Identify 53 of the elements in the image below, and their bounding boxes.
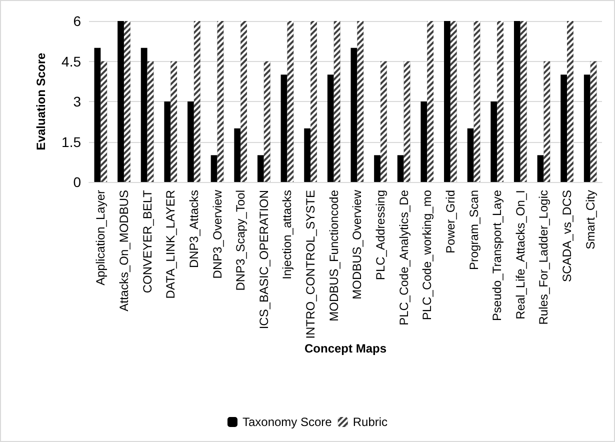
bar xyxy=(210,155,218,182)
bar xyxy=(584,74,590,182)
x-axis-title: Concept Maps xyxy=(304,342,387,356)
x-tick-label: DNP3_Overview xyxy=(210,190,224,279)
legend-label: Rubric xyxy=(352,415,388,429)
x-tick-label: CONVEYER_BELT xyxy=(140,189,154,294)
x-tick-label: MODBUS_Functioncode xyxy=(326,190,341,322)
x-tick-label: Pseudo_Transport_Laye xyxy=(490,190,504,321)
x-tick-label: ICS_BASIC_OPERATION xyxy=(256,190,271,330)
x-tick-label: DNP3_Attacks xyxy=(186,190,201,268)
bar xyxy=(420,102,428,182)
y-tick-label: 4.5 xyxy=(62,53,82,70)
y-axis-title: Evaluation Score xyxy=(34,52,48,150)
bar xyxy=(467,128,474,182)
bar xyxy=(514,21,520,182)
bar xyxy=(560,74,568,182)
x-tick-label: Injection_attacks xyxy=(280,190,294,280)
bar xyxy=(444,21,450,182)
x-tick-label: PLC_Addressing xyxy=(373,190,388,280)
bar xyxy=(140,48,148,182)
bar xyxy=(234,128,241,182)
y-tick-label: 0 xyxy=(73,174,82,190)
bar xyxy=(94,48,101,182)
y-tick-label: 6 xyxy=(73,13,82,29)
legend-label: Taxonomy Score xyxy=(242,415,332,429)
bar xyxy=(350,48,358,182)
y-tick-label: 3 xyxy=(73,94,82,110)
bar xyxy=(118,21,124,182)
bar xyxy=(490,102,498,182)
bar xyxy=(304,128,311,182)
bar xyxy=(327,74,334,182)
x-tick-label: Attacks_On_MODBUS xyxy=(116,190,131,312)
x-tick-label: Real_Life_Attacks_On_I xyxy=(513,190,528,320)
x-tick-label: Smart_City xyxy=(583,190,598,250)
x-tick-label: SCADA_vs_DCS xyxy=(560,190,574,282)
bar xyxy=(374,155,380,182)
x-tick-label: Program_Scan xyxy=(466,190,481,270)
x-tick-label: DATA_LINK_LAYER xyxy=(164,190,178,299)
bar xyxy=(164,102,171,182)
bar xyxy=(397,155,404,182)
x-tick-label: PLC_Code_working_mo xyxy=(420,190,434,320)
x-tick-label: PLC_Code_Analytics_De xyxy=(396,190,411,326)
x-tick-label: Power_Grid xyxy=(443,190,458,254)
x-tick-label: Application_Layer xyxy=(94,190,108,286)
x-tick-label: Rules_For_Ladder_Logic xyxy=(536,190,551,325)
bar xyxy=(257,155,264,182)
x-tick-label: MODBUS_Overview xyxy=(350,190,364,300)
x-tick-label: INTRO_CONTROL_SYSTE xyxy=(304,190,318,339)
bar xyxy=(188,102,194,182)
bar xyxy=(537,155,544,182)
x-tick-label: DNP3_Scapy_Tool xyxy=(234,190,248,291)
bar xyxy=(280,74,288,182)
y-tick-label: 1.5 xyxy=(62,134,82,150)
